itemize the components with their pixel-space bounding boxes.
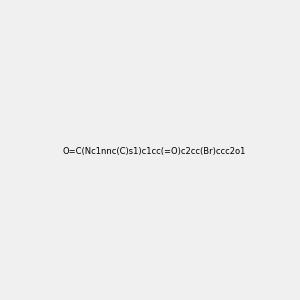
Text: O=C(Nc1nnc(C)s1)c1cc(=O)c2cc(Br)ccc2o1: O=C(Nc1nnc(C)s1)c1cc(=O)c2cc(Br)ccc2o1: [62, 147, 245, 156]
